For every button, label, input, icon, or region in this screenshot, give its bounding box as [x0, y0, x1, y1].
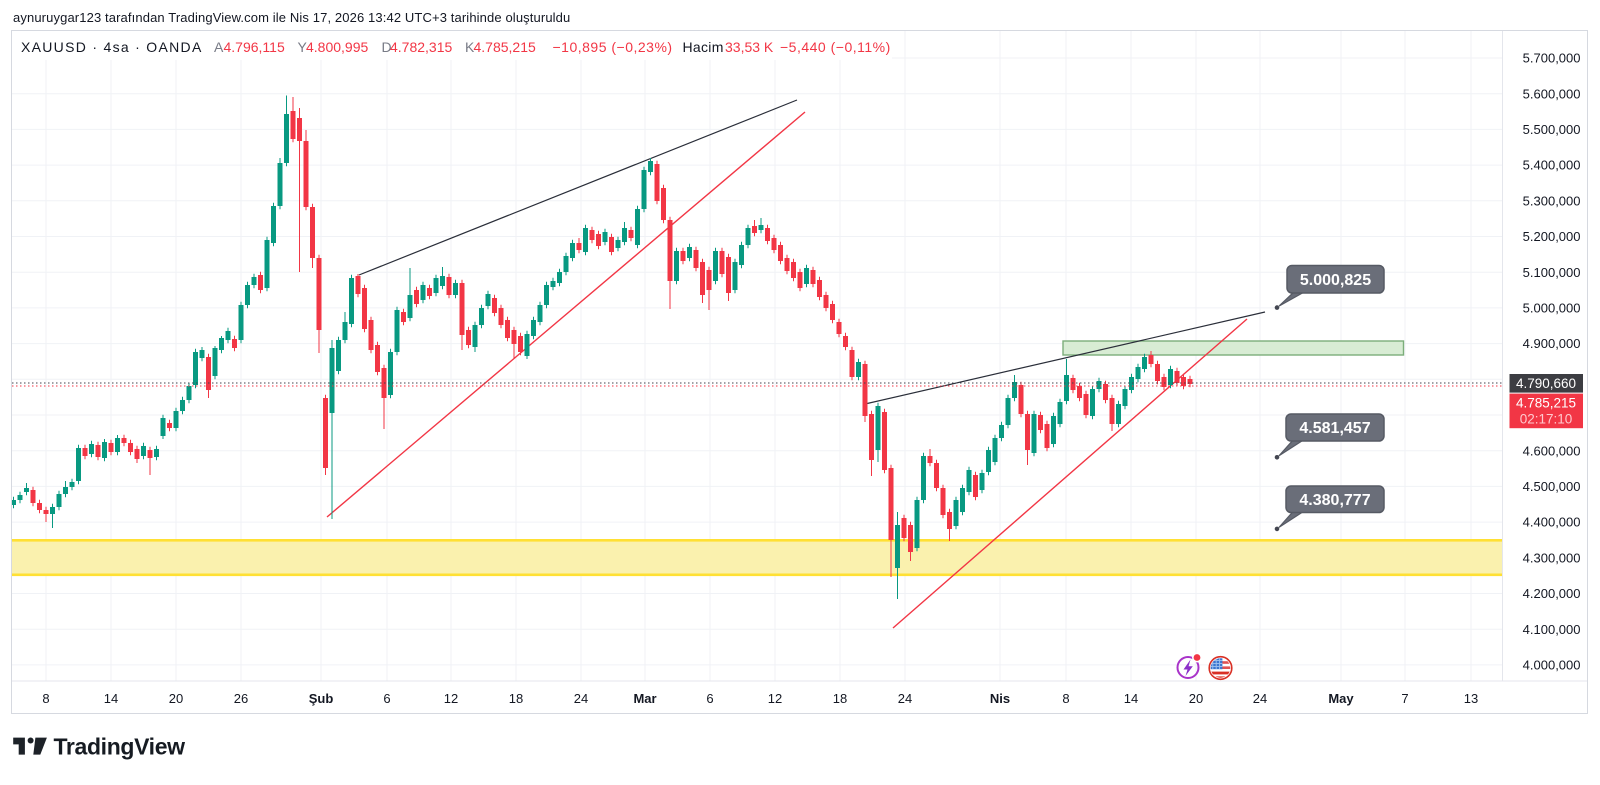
svg-text:24: 24: [1253, 691, 1267, 706]
svg-text:TradingView: TradingView: [54, 734, 186, 760]
svg-text:aynuruygar123 tarafından Tradi: aynuruygar123 tarafından TradingView.com…: [13, 10, 570, 25]
svg-text:4.581,457: 4.581,457: [1299, 420, 1370, 437]
svg-text:Y: Y: [298, 39, 308, 55]
svg-text:20: 20: [1189, 691, 1203, 706]
svg-text:Hacim: Hacim: [683, 39, 724, 55]
svg-text:14: 14: [104, 691, 118, 706]
svg-text:5.400,000: 5.400,000: [1523, 158, 1581, 173]
svg-text:33,53 K: 33,53 K: [725, 39, 774, 55]
svg-text:Nis: Nis: [990, 691, 1010, 706]
svg-text:K: K: [465, 39, 475, 55]
svg-text:14: 14: [1124, 691, 1138, 706]
svg-text:4.785,215: 4.785,215: [474, 39, 536, 55]
svg-text:4.100,000: 4.100,000: [1523, 622, 1581, 637]
svg-text:18: 18: [833, 691, 847, 706]
svg-text:26: 26: [234, 691, 248, 706]
svg-text:4.600,000: 4.600,000: [1523, 443, 1581, 458]
svg-text:6: 6: [383, 691, 390, 706]
svg-text:24: 24: [898, 691, 912, 706]
svg-text:8: 8: [42, 691, 49, 706]
svg-text:5.300,000: 5.300,000: [1523, 193, 1581, 208]
svg-text:4.000,000: 4.000,000: [1523, 658, 1581, 673]
svg-text:4.800,995: 4.800,995: [306, 39, 368, 55]
svg-text:13: 13: [1464, 691, 1478, 706]
svg-text:8: 8: [1062, 691, 1069, 706]
svg-text:XAUUSD · 4sa · OANDA: XAUUSD · 4sa · OANDA: [21, 39, 203, 55]
svg-text:4.380,777: 4.380,777: [1299, 492, 1370, 509]
svg-text:4.200,000: 4.200,000: [1523, 586, 1581, 601]
svg-text:20: 20: [169, 691, 183, 706]
svg-text:5.600,000: 5.600,000: [1523, 86, 1581, 101]
svg-text:5.500,000: 5.500,000: [1523, 122, 1581, 137]
svg-text:4.790,660: 4.790,660: [1516, 376, 1576, 391]
svg-text:A: A: [214, 39, 224, 55]
svg-text:5.100,000: 5.100,000: [1523, 265, 1581, 280]
svg-text:7: 7: [1401, 691, 1408, 706]
svg-text:4.900,000: 4.900,000: [1523, 336, 1581, 351]
svg-text:12: 12: [768, 691, 782, 706]
svg-text:4.500,000: 4.500,000: [1523, 479, 1581, 494]
svg-text:May: May: [1328, 691, 1354, 706]
svg-text:4.782,315: 4.782,315: [390, 39, 452, 55]
svg-text:4.300,000: 4.300,000: [1523, 550, 1581, 565]
svg-text:5.700,000: 5.700,000: [1523, 51, 1581, 66]
svg-text:18: 18: [509, 691, 523, 706]
svg-text:Şub: Şub: [309, 691, 334, 706]
svg-text:6: 6: [706, 691, 713, 706]
svg-text:4.400,000: 4.400,000: [1523, 515, 1581, 530]
svg-text:5.200,000: 5.200,000: [1523, 229, 1581, 244]
svg-text:4.785,215: 4.785,215: [1516, 396, 1576, 411]
svg-text:5.000,000: 5.000,000: [1523, 301, 1581, 316]
svg-text:−10,895 (−0,23%): −10,895 (−0,23%): [553, 39, 673, 55]
svg-text:5.000,825: 5.000,825: [1300, 272, 1371, 289]
svg-text:D: D: [382, 39, 392, 55]
svg-text:Mar: Mar: [633, 691, 656, 706]
svg-text:12: 12: [444, 691, 458, 706]
svg-text:4.796,115: 4.796,115: [224, 39, 285, 55]
svg-text:24: 24: [574, 691, 588, 706]
svg-text:−5,440 (−0,11%): −5,440 (−0,11%): [780, 39, 891, 55]
svg-text:02:17:10: 02:17:10: [1520, 412, 1573, 427]
